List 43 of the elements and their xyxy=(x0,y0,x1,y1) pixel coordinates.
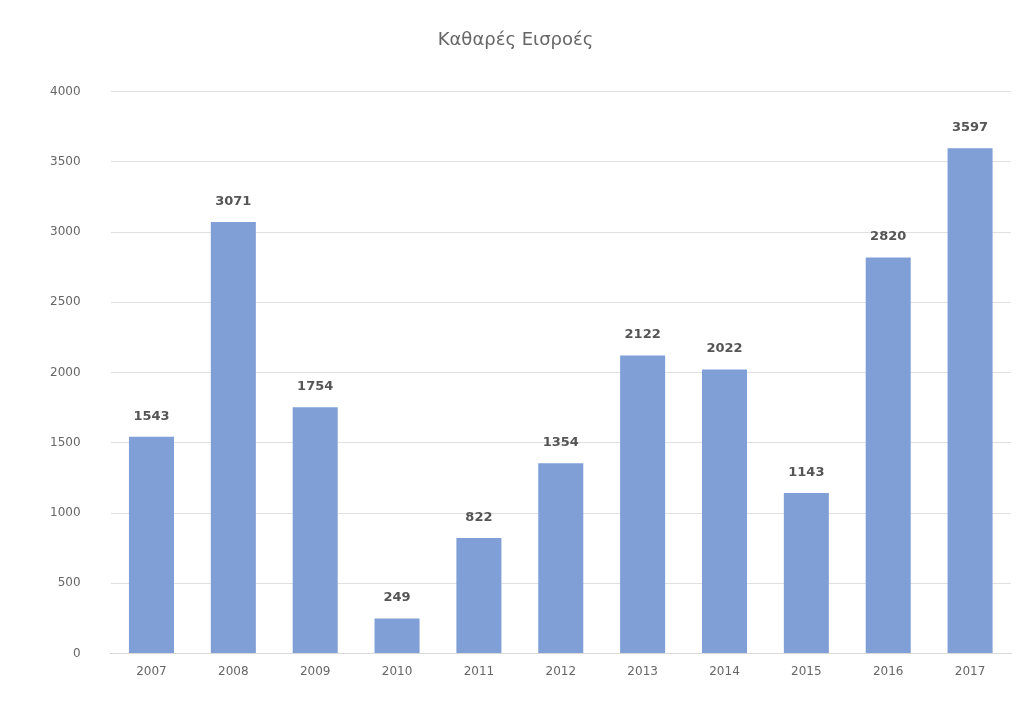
y-tick-label: 3000 xyxy=(49,224,81,239)
data-label: 2022 xyxy=(706,340,743,356)
x-tick-label: 2010 xyxy=(381,663,413,678)
chart-title: Καθαρές Εισροές xyxy=(437,28,594,50)
data-label: 1543 xyxy=(133,407,170,423)
bar xyxy=(292,407,338,654)
data-label: 3597 xyxy=(951,119,989,135)
x-tick-label: 2009 xyxy=(299,663,331,678)
data-label: 2820 xyxy=(870,228,907,244)
x-tick-label: 2007 xyxy=(136,663,167,678)
y-tick-label: 500 xyxy=(57,575,81,590)
x-tick-label: 2016 xyxy=(872,663,904,678)
x-tick-label: 2011 xyxy=(463,663,495,678)
data-label: 3071 xyxy=(215,193,252,208)
y-tick-label: 1000 xyxy=(49,505,81,520)
bar xyxy=(210,222,256,654)
x-tick-label: 2015 xyxy=(791,663,822,678)
data-label: 249 xyxy=(383,589,411,605)
x-tick-label: 2008 xyxy=(218,663,249,678)
bar xyxy=(620,355,666,654)
data-label: 1754 xyxy=(297,378,334,394)
bar xyxy=(701,369,747,654)
data-label: 1143 xyxy=(788,463,825,479)
data-label: 822 xyxy=(465,508,493,524)
data-label: 2122 xyxy=(624,326,661,342)
y-tick-label: 4000 xyxy=(49,83,81,98)
bar xyxy=(865,257,911,654)
bar xyxy=(456,538,502,654)
bar xyxy=(128,436,174,654)
x-tick-label: 2014 xyxy=(709,663,740,678)
bar xyxy=(374,618,420,654)
x-tick-label: 2012 xyxy=(545,663,577,678)
x-tick-label: 2013 xyxy=(627,663,658,678)
y-tick-label: 1500 xyxy=(49,434,81,449)
bar xyxy=(538,463,584,654)
y-tick-label: 0 xyxy=(72,645,81,660)
bar xyxy=(783,493,829,654)
y-tick-label: 2000 xyxy=(49,364,81,379)
bar xyxy=(947,148,993,654)
y-tick-label: 2500 xyxy=(49,294,81,309)
y-tick-label: 3500 xyxy=(49,153,81,168)
x-tick-label: 2017 xyxy=(954,663,986,678)
data-label: 1354 xyxy=(542,434,579,450)
